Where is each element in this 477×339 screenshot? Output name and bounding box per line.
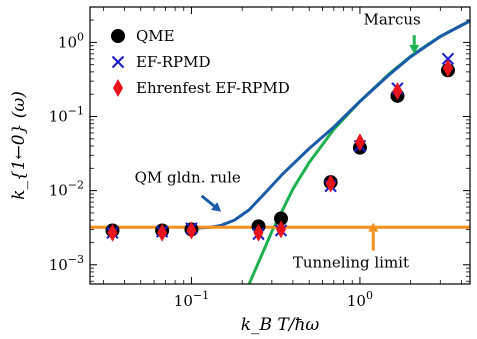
ehrenfest-ef-rpmd-point-0 <box>107 223 118 242</box>
ehrenfest-ef-rpmd-point-7 <box>392 82 403 101</box>
legend-marker-qme <box>111 29 125 43</box>
y-tick-label-1: 10−2 <box>49 179 84 200</box>
legend-marker-ehrenfest-ef-rpmd <box>113 79 123 97</box>
ehrenfest-ef-rpmd-point-6 <box>354 133 365 152</box>
ehrenfest-ef-rpmd-point-4 <box>275 220 286 239</box>
x-axis-label: k_B T/ħω <box>241 315 320 335</box>
legend-label-qme: QME <box>136 27 175 45</box>
plot-layer: Marcus QM gldn. rule Tunneling limit <box>90 10 470 284</box>
legend-label-ehrenfest-ef-rpmd: Ehrenfest EF-RPMD <box>136 79 290 97</box>
qme-point-4 <box>273 211 288 226</box>
ehrenfest-ef-rpmd-point-8 <box>442 59 453 78</box>
x-tick-label-0: 10−1 <box>174 289 209 310</box>
y-tick-label-2: 10−1 <box>49 104 84 125</box>
legend-label-ef-rpmd: EF-RPMD <box>136 53 211 71</box>
ehrenfest-ef-rpmd-point-1 <box>157 223 168 242</box>
y-tick-label-0: 10−3 <box>49 253 84 274</box>
ef-rpmd-point-8 <box>441 52 455 66</box>
tunneling-limit-arrow <box>368 222 379 251</box>
tunneling-limit-label: Tunneling limit <box>293 253 409 271</box>
qm-gldn-rule-label: QM gldn. rule <box>135 169 241 187</box>
legend-marker-ef-rpmd <box>111 55 125 69</box>
legend: QME EF-RPMD Ehrenfest EF-RPMD <box>111 27 290 97</box>
marcus-arrow <box>409 35 420 54</box>
marcus-label: Marcus <box>364 10 421 28</box>
y-tick-label-3: 100 <box>58 30 84 51</box>
y-axis-label: k_{1←0} (ω) <box>9 91 29 200</box>
plot-frame <box>89 6 471 285</box>
ehrenfest-ef-rpmd-point-3 <box>253 223 264 242</box>
x-tick-label-1: 100 <box>347 289 373 310</box>
qm-gldn-rule-line <box>191 19 470 230</box>
ehrenfest-ef-rpmd-point-5 <box>325 174 336 193</box>
qm-gldn-rule-arrow <box>200 194 222 212</box>
ehrenfest-ef-rpmd-point-2 <box>186 221 197 240</box>
